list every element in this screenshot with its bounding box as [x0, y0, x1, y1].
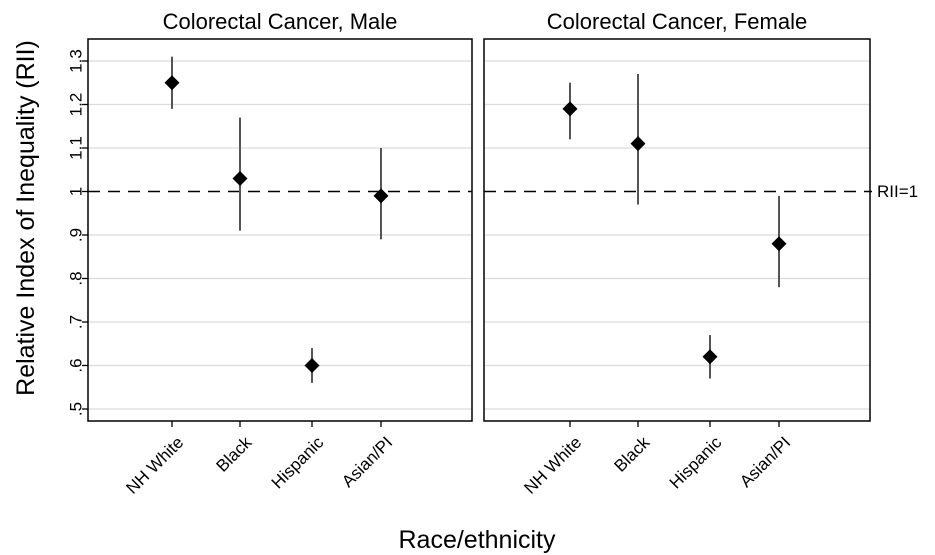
reference-line-label: RII=1	[877, 182, 918, 201]
point-estimate	[232, 170, 248, 186]
x-axis-label: Race/ethnicity	[398, 526, 556, 554]
panel-1: Colorectal Cancer, Male .5 .6 .7 .8 .9 1 1.1 1.2…	[67, 9, 473, 498]
y-tick-label: 1	[67, 187, 86, 196]
panel-title: Colorectal Cancer, Male	[163, 9, 398, 34]
x-tick-label: NH White	[122, 433, 187, 498]
y-tick-label: .6	[67, 358, 86, 372]
panel-2: Colorectal Cancer, Female NH White Black Hi…	[483, 9, 872, 498]
point-estimate	[373, 188, 389, 204]
x-tick-label: NH White	[520, 433, 585, 498]
y-tick-label: 1.2	[67, 93, 86, 117]
point-estimate	[164, 75, 180, 91]
y-axis-label: Relative Index of Inequality (RII)	[12, 40, 40, 396]
point-estimate	[702, 349, 718, 365]
plot-frame	[87, 38, 473, 422]
point-estimate	[304, 358, 320, 373]
x-tick-label: Asian/PI	[736, 433, 794, 491]
x-tick-label: Hispanic	[268, 433, 328, 493]
panel-title: Colorectal Cancer, Female	[547, 9, 807, 34]
point-estimate	[562, 101, 578, 117]
y-tick-label: .5	[67, 402, 86, 416]
y-tick-label: .8	[67, 271, 86, 285]
x-tick-label: Black	[212, 433, 255, 476]
x-tick-label: Asian/PI	[338, 433, 396, 491]
plot-frame	[483, 38, 871, 422]
point-estimate	[771, 236, 787, 252]
x-tick-label: Hispanic	[666, 433, 726, 493]
point-estimate	[630, 136, 646, 152]
x-tick-label: Black	[610, 433, 653, 476]
y-tick-label: .7	[67, 315, 86, 329]
y-tick-label: 1.3	[67, 49, 86, 73]
y-tick-label: .9	[67, 228, 86, 242]
y-tick-label: 1.1	[67, 136, 86, 160]
